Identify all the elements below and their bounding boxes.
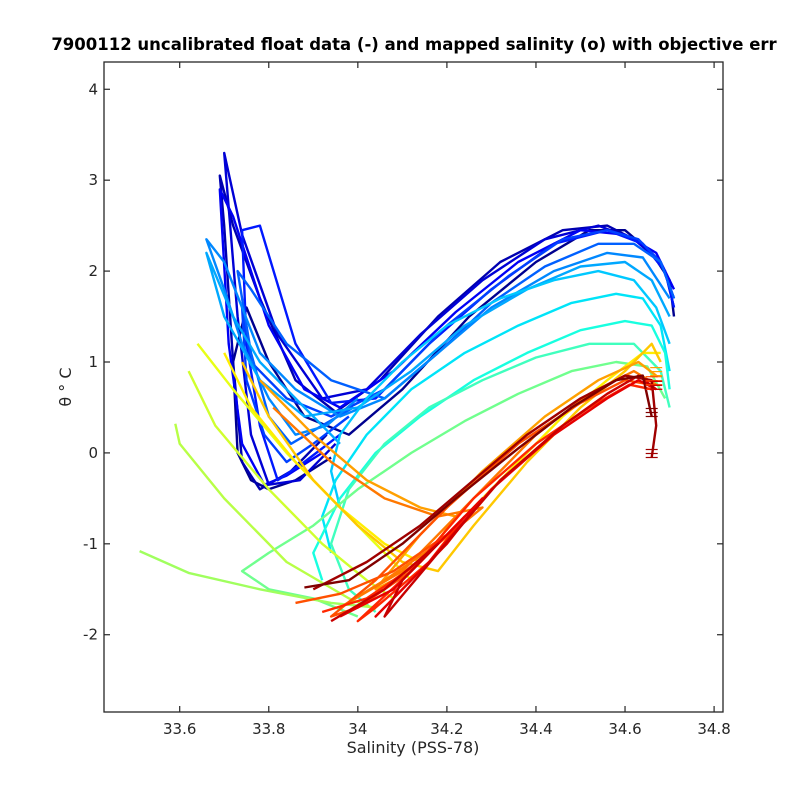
profile-line-2 — [218, 174, 676, 491]
profile-line-21 — [259, 360, 657, 591]
x-axis-label: Salinity (PSS-78) — [347, 738, 480, 757]
mapped-salinity-markers — [645, 367, 663, 459]
profile-line-22 — [272, 369, 657, 609]
plot-frame — [103, 61, 724, 713]
y-axis-label: θ ° C — [56, 367, 75, 406]
profile-line-11 — [321, 292, 671, 554]
profile-line-10 — [329, 269, 671, 508]
profile-line-13 — [329, 342, 671, 613]
y-tick-label: 3 — [88, 171, 98, 189]
x-tick-label: 34 — [348, 720, 367, 738]
profile-line-14 — [240, 360, 667, 618]
profile-line-9 — [205, 251, 671, 445]
x-tick-label: 34.6 — [608, 720, 641, 738]
x-tick-label: 34.8 — [697, 720, 730, 738]
x-axis: 33.6 33.8 34 34.2 34.4 34.6 34.8 — [163, 62, 731, 738]
y-tick-label: -2 — [83, 626, 98, 644]
y-tick-label: 4 — [88, 80, 98, 98]
profile-line-8 — [205, 238, 671, 436]
y-tick-label: -1 — [83, 535, 98, 553]
series-layer — [139, 151, 676, 623]
profile-line-3 — [222, 151, 676, 486]
profile-line-26 — [330, 374, 657, 623]
chart-title: 7900112 uncalibrated float data (-) and … — [51, 35, 777, 54]
x-tick-label: 34.2 — [430, 720, 463, 738]
y-tick-label: 0 — [88, 444, 98, 462]
y-axis: -2 -1 0 1 2 3 4 — [83, 80, 723, 644]
profile-line-6 — [240, 228, 676, 464]
x-tick-label: 33.8 — [252, 720, 285, 738]
profile-line-27 — [312, 374, 658, 591]
y-tick-label: 2 — [88, 262, 98, 280]
profile-line-28 — [304, 374, 653, 589]
y-tick-label: 1 — [88, 353, 98, 371]
x-tick-label: 33.6 — [163, 720, 196, 738]
x-tick-label: 34.4 — [519, 720, 552, 738]
